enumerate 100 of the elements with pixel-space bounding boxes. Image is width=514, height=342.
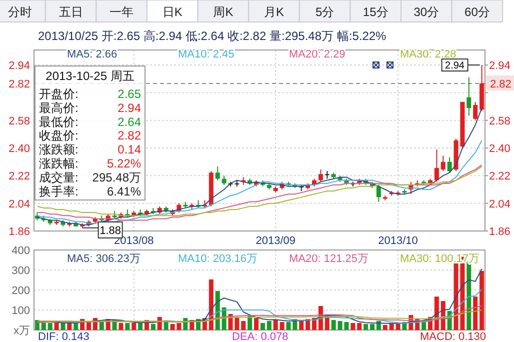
text: MA20: 2.29 xyxy=(289,48,346,60)
y2-tick-label: 2.58 xyxy=(489,115,510,128)
bar xyxy=(241,321,246,330)
candlestick xyxy=(466,76,472,116)
bar xyxy=(118,323,124,330)
text: MA10: 203.16万 xyxy=(178,253,258,265)
bar xyxy=(260,323,265,330)
bar xyxy=(299,320,304,330)
line-series xyxy=(36,305,482,324)
text: DEA: 0.078 xyxy=(232,331,288,342)
bar xyxy=(150,324,156,330)
bar xyxy=(254,318,259,330)
candlestick xyxy=(473,101,478,121)
y-tick-label: 2.22 xyxy=(8,170,30,183)
annotation: 2.82 xyxy=(118,128,142,143)
bar xyxy=(331,320,336,330)
bar xyxy=(41,323,46,330)
bar xyxy=(248,316,252,330)
text: MA30: 2.28 xyxy=(400,48,456,60)
text: 分时 xyxy=(8,5,32,19)
text: MA5: 2.66 xyxy=(67,48,118,60)
y-tick-label: 2.04 xyxy=(8,198,30,210)
candlestick xyxy=(222,175,226,186)
bar xyxy=(382,325,388,330)
bar xyxy=(396,324,400,330)
y-tick-label: 2.58 xyxy=(8,115,30,128)
x-tick-label: 2013/10 xyxy=(378,235,418,247)
annotation: 最低价: xyxy=(39,114,78,129)
annotation: 成交量: xyxy=(39,170,78,184)
y2-tick-label: 2.94 xyxy=(489,60,510,72)
text: MA5: 306.23万 xyxy=(67,253,140,265)
annotation: 开盘价: xyxy=(39,87,78,101)
annotation: 5.22% xyxy=(106,156,142,170)
x-tick-label: 2013/09 xyxy=(256,235,296,247)
bar xyxy=(370,324,375,330)
bar xyxy=(138,323,143,330)
text: DIF: 0.143 xyxy=(38,331,90,342)
y2-tick-label: 1.86 xyxy=(489,226,510,238)
annotation: 0.14 xyxy=(118,142,142,157)
bar xyxy=(48,323,52,330)
text: 周K xyxy=(213,5,234,19)
annotation: 2.94 xyxy=(445,60,465,72)
bar xyxy=(280,322,284,330)
annotation: 6.41% xyxy=(106,184,142,198)
bar xyxy=(266,321,272,330)
ref-line-label: 2.82 xyxy=(8,78,30,90)
bar xyxy=(350,323,356,330)
bar xyxy=(357,323,362,330)
text: 2.82 xyxy=(490,78,512,90)
bar xyxy=(208,279,214,330)
annotation: 收盘价: xyxy=(39,128,78,143)
text: 月K xyxy=(264,5,284,19)
bar xyxy=(125,323,130,330)
candlestick xyxy=(318,169,323,182)
text: 一年 xyxy=(110,5,134,19)
text: MA20: 121.25万 xyxy=(289,253,368,265)
bar xyxy=(54,323,59,330)
bar xyxy=(473,296,478,330)
text: 15分 xyxy=(362,5,388,19)
annotation: 换手率: xyxy=(39,184,78,198)
candlestick xyxy=(440,155,446,172)
y-tick-label: 300 xyxy=(12,265,30,277)
candlestick xyxy=(376,184,381,202)
y-tick-label: 2.94 xyxy=(8,60,30,72)
text: 五日 xyxy=(58,5,83,19)
annotation: 涨跌幅: xyxy=(39,156,78,170)
y-tick-label: 400 xyxy=(12,245,30,257)
candlestick xyxy=(215,166,220,181)
bar xyxy=(67,323,72,330)
candlestick xyxy=(434,149,439,182)
text: 60分 xyxy=(464,5,490,19)
annotation: 最高价: xyxy=(39,100,78,115)
text: 日K xyxy=(162,5,182,19)
annotation: 2.64 xyxy=(118,114,142,129)
y-tick-label: 1.86 xyxy=(8,226,30,238)
bar xyxy=(364,324,368,330)
bar xyxy=(273,320,278,330)
text: MACD: 0.130 xyxy=(420,331,486,342)
chart-title: 2013/10/25 开:2.65 高:2.94 低:2.64 收:2.82 量:295.48万 幅:5.22% xyxy=(38,29,387,43)
y-tick-label: 100 xyxy=(12,305,30,317)
annotation: 2.94 xyxy=(118,100,142,115)
text: MA10: 2.45 xyxy=(178,48,234,60)
text: 5分 xyxy=(315,5,334,19)
y2-tick-label: 2.40 xyxy=(489,143,510,155)
bar xyxy=(480,270,484,330)
y2-tick-label: 2.22 xyxy=(489,170,510,183)
annotation: 295.48万 xyxy=(92,170,141,184)
candlestick xyxy=(447,156,452,174)
annotation: 2.65 xyxy=(118,87,142,101)
bar xyxy=(74,323,78,330)
bar xyxy=(286,322,291,330)
y-tick-label: 200 xyxy=(12,285,30,297)
annotation: 涨跌额: xyxy=(39,142,78,157)
annotation: 1.88 xyxy=(100,224,122,237)
y2-tick-label: 2.04 xyxy=(489,198,510,210)
line-series xyxy=(36,309,482,322)
y-tick-label: x万 xyxy=(14,325,30,337)
bar xyxy=(132,323,136,330)
text: 30分 xyxy=(414,5,440,19)
y-tick-label: 2.40 xyxy=(8,143,30,155)
